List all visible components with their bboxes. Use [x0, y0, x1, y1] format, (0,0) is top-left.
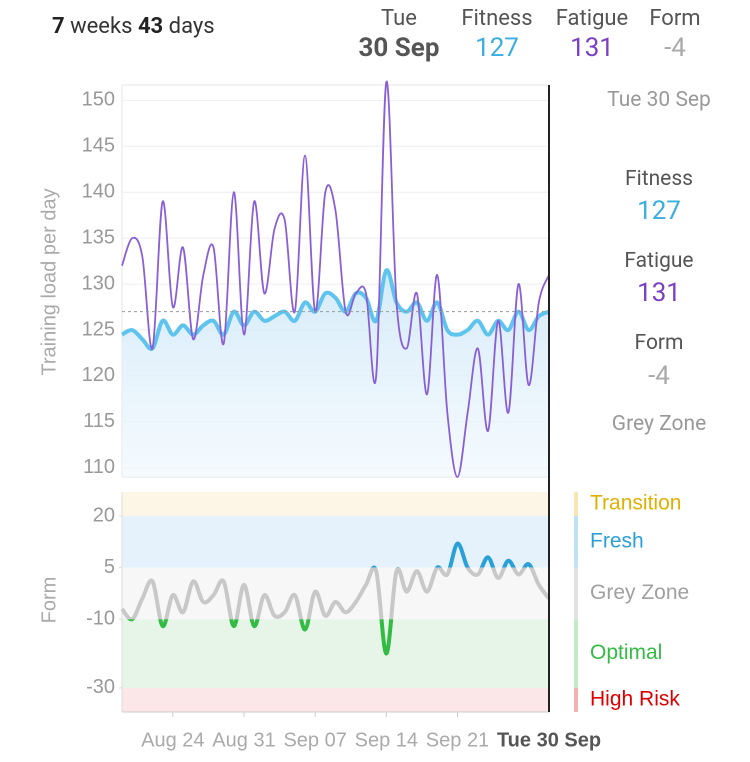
zone-bar — [574, 492, 578, 517]
zone-band — [122, 619, 549, 688]
value: 131 — [570, 33, 614, 63]
value: 127 — [475, 33, 519, 63]
y-tick-label: 140 — [82, 181, 115, 203]
zone-label: High Risk — [590, 688, 680, 711]
label: Fitness — [461, 6, 533, 31]
header-fatigue: Fatigue 131 — [537, 6, 647, 63]
y-tick-label: 115 — [83, 410, 115, 432]
y-tick-label: -10 — [86, 607, 115, 629]
header-fitness: Fitness 127 — [442, 6, 552, 63]
side-form-label: Form — [634, 331, 684, 355]
zone-bar — [574, 687, 578, 712]
zone-label: Transition — [590, 492, 681, 515]
x-tick-label: Sep 21 — [426, 729, 489, 751]
zone-bar — [574, 619, 578, 688]
header-date: Tue 30 Sep — [344, 6, 454, 63]
side-fitness-label: Fitness — [625, 167, 693, 191]
y-tick-label: 145 — [82, 135, 115, 157]
zone-band — [122, 492, 549, 517]
day: Tue — [381, 6, 417, 31]
zone-band — [122, 516, 549, 568]
y-tick-label: 125 — [82, 318, 115, 340]
y-tick-label: 5 — [104, 556, 115, 578]
zone-band — [122, 567, 549, 620]
zone-label: Fresh — [590, 529, 644, 552]
cursor-label: Tue 30 Sep — [497, 729, 601, 751]
side-fatigue: 131 — [637, 278, 681, 308]
days: 43 — [137, 14, 164, 39]
weeks-label: weeks — [70, 14, 133, 39]
zone-bar — [574, 567, 578, 620]
y-axis-label: Training load per day — [38, 188, 60, 375]
form-line — [120, 567, 551, 620]
y-tick-label: 20 — [93, 504, 115, 526]
zone-bar — [574, 516, 578, 568]
days-label: days — [168, 14, 215, 39]
y-tick-label: -30 — [86, 676, 115, 698]
y-tick-label: 135 — [82, 226, 115, 248]
x-tick-label: Aug 24 — [141, 729, 204, 751]
side-form: -4 — [648, 361, 670, 391]
x-tick-label: Aug 31 — [212, 729, 275, 751]
range-summary: 7 weeks 43 days — [52, 14, 215, 39]
y-axis-label: Form — [38, 577, 60, 624]
y-tick-label: 120 — [82, 364, 115, 386]
side-date: Tue 30 Sep — [607, 88, 711, 112]
side-fitness: 127 — [637, 196, 681, 226]
series-line — [121, 268, 550, 352]
value: -4 — [664, 33, 686, 63]
label: Form — [649, 6, 701, 31]
weeks: 7 — [52, 14, 65, 39]
zone-label: Grey Zone — [590, 581, 689, 604]
x-tick-label: Sep 07 — [283, 729, 346, 751]
side-fatigue-label: Fatigue — [624, 249, 694, 273]
y-tick-label: 130 — [82, 272, 115, 294]
zone-label: Optimal — [590, 641, 662, 664]
side-zone: Grey Zone — [611, 412, 707, 436]
label: Fatigue — [555, 6, 629, 31]
y-tick-label: 150 — [82, 89, 115, 111]
header-form: Form -4 — [620, 6, 730, 63]
y-tick-label: 110 — [83, 456, 115, 478]
cursor-label-bg — [488, 726, 612, 756]
x-tick-label: Sep 14 — [355, 729, 418, 751]
zone-band — [122, 687, 549, 712]
date: 30 Sep — [358, 33, 440, 63]
series-line — [121, 81, 550, 478]
